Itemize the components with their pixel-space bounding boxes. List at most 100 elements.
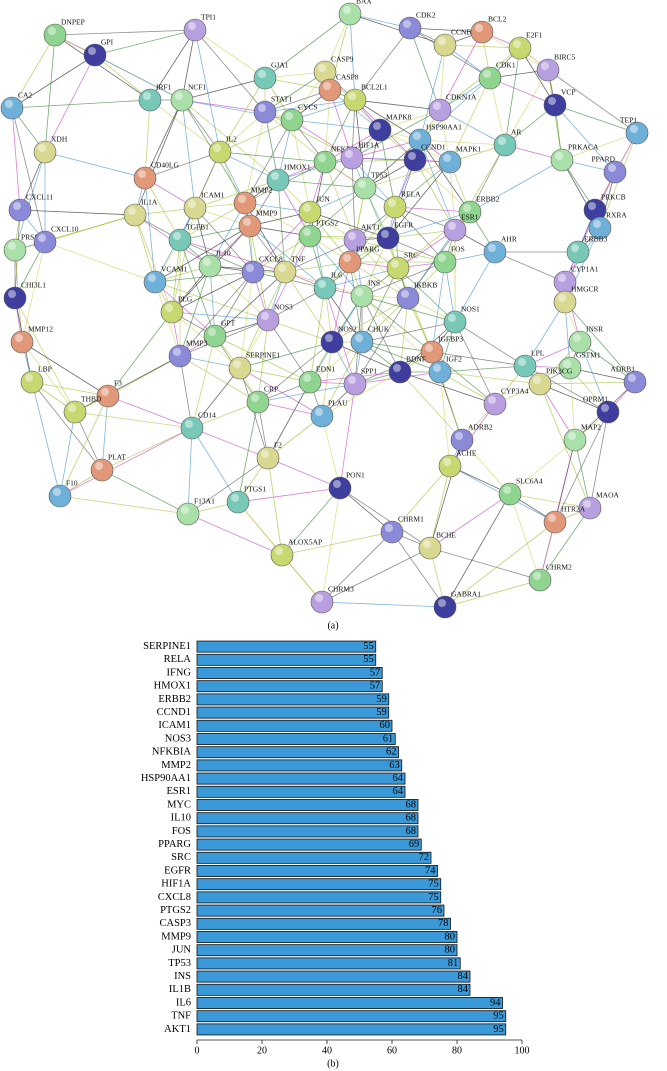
node-highlight	[348, 376, 356, 384]
node-label: CHUK	[368, 325, 390, 334]
node	[528, 372, 552, 396]
edge	[239, 341, 333, 369]
node-label: GPT	[221, 319, 236, 328]
node	[428, 98, 452, 122]
node-highlight	[358, 180, 366, 188]
value-label: 68	[406, 826, 417, 837]
node-label: AKT1	[361, 223, 380, 232]
node	[558, 356, 582, 380]
node-highlight	[38, 144, 46, 152]
edge	[554, 104, 616, 173]
node	[226, 490, 250, 514]
node-highlight	[175, 92, 183, 100]
edge	[194, 179, 279, 209]
node	[443, 218, 467, 242]
node	[508, 36, 532, 60]
edge	[321, 601, 446, 608]
edge	[397, 267, 433, 353]
node	[228, 356, 252, 380]
edge	[239, 271, 254, 369]
edge	[449, 161, 456, 231]
node-highlight	[558, 294, 566, 302]
node-highlight	[318, 154, 326, 162]
node	[450, 428, 474, 452]
bar	[196, 640, 377, 653]
edge	[504, 69, 549, 146]
value-label: 60	[380, 720, 391, 731]
bar	[196, 785, 406, 798]
bar	[196, 957, 461, 970]
edge	[399, 371, 463, 441]
node-highlight	[343, 254, 351, 262]
node-label: HMGCR	[571, 285, 599, 294]
edge	[144, 177, 156, 283]
edge	[391, 465, 451, 533]
value-label: 63	[389, 760, 400, 771]
node	[138, 88, 162, 112]
edge	[321, 547, 431, 603]
edge	[431, 351, 496, 405]
node-label: STAT1	[271, 95, 292, 104]
y-tick-label: HSP90AA1	[141, 773, 191, 784]
value-label: 57	[370, 667, 381, 678]
node-highlight	[498, 137, 506, 145]
node-label: CHRM2	[546, 563, 572, 572]
value-label: 57	[370, 681, 381, 692]
node	[338, 2, 362, 26]
edge	[284, 271, 333, 343]
edge	[107, 395, 193, 429]
node	[438, 454, 462, 478]
node-highlight	[433, 364, 441, 372]
node-highlight	[258, 104, 266, 112]
node-label: NOS1	[461, 305, 480, 314]
edge	[187, 457, 269, 515]
bar	[196, 983, 471, 996]
edge	[191, 401, 259, 429]
edge	[144, 99, 183, 179]
edge	[237, 487, 341, 503]
edge	[181, 99, 266, 113]
node-label: AHR	[501, 235, 517, 244]
node-label: SLC6A4	[516, 477, 543, 486]
node-highlight	[488, 396, 496, 404]
node	[343, 88, 367, 112]
edge	[509, 493, 591, 509]
value-label: 94	[490, 997, 501, 1008]
node-highlight	[443, 154, 451, 162]
node	[33, 140, 57, 164]
node	[318, 78, 342, 102]
node-label: IGF2	[446, 355, 462, 364]
node	[83, 43, 107, 67]
edge	[179, 239, 286, 273]
node-label: INS	[368, 279, 380, 288]
y-tick-label: IL10	[171, 813, 191, 824]
edge	[44, 151, 146, 179]
node-label: NCF1	[188, 83, 207, 92]
node-label: ADRB2	[468, 423, 493, 432]
node	[233, 191, 257, 215]
node-label: DNPEP	[61, 18, 85, 27]
node-label: E2F1	[526, 31, 543, 40]
node	[270, 543, 294, 567]
node-highlight	[271, 172, 279, 180]
value-label: 75	[428, 892, 439, 903]
node-label: OPRM1	[583, 395, 608, 404]
caption-a: (a)	[327, 620, 338, 631]
node-highlight	[238, 195, 246, 203]
node	[443, 310, 467, 334]
node	[273, 260, 297, 284]
node-highlight	[38, 234, 46, 242]
node	[380, 520, 404, 544]
value-label: 59	[376, 707, 387, 718]
node-highlight	[315, 408, 323, 416]
node-label: F10	[66, 479, 78, 488]
node	[208, 140, 232, 164]
edge	[44, 54, 96, 153]
edge	[351, 157, 451, 163]
edge	[489, 77, 556, 106]
bar	[196, 931, 458, 943]
edge	[364, 161, 451, 189]
node	[483, 240, 507, 264]
node-label: PPARD	[592, 155, 616, 164]
